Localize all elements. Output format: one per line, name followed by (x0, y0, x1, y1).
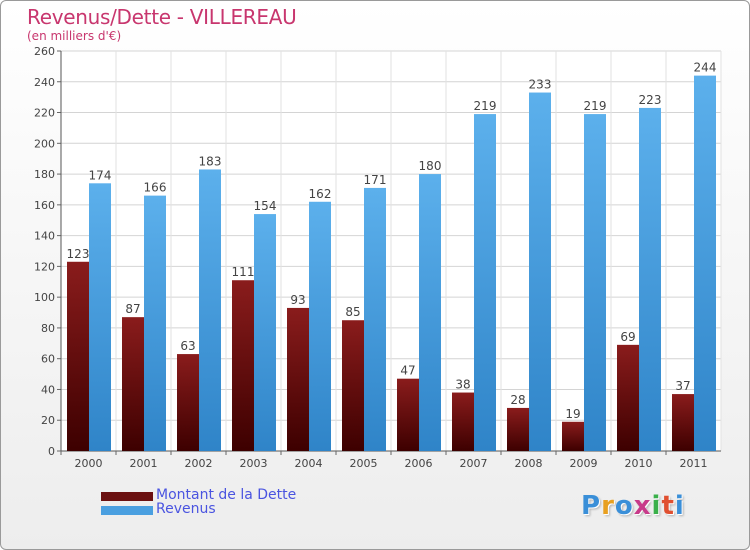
bar-revenus (199, 169, 221, 451)
bar-revenus (89, 183, 111, 452)
x-tick-label: 2003 (240, 457, 268, 470)
y-tick-label: 0 (48, 445, 55, 458)
data-label: 233 (529, 78, 552, 92)
data-label: 28 (510, 393, 525, 407)
bar-revenus (474, 114, 496, 452)
x-tick-label: 2001 (130, 457, 158, 470)
x-tick-label: 2002 (185, 457, 213, 470)
y-tick-label: 80 (41, 322, 55, 335)
x-tick-label: 2009 (570, 457, 598, 470)
bar-revenus (419, 174, 441, 452)
x-tick-label: 2004 (295, 457, 323, 470)
data-label: 223 (639, 93, 662, 107)
y-tick-label: 120 (34, 260, 55, 273)
logo-letter: i (674, 491, 685, 521)
data-label: 180 (419, 159, 442, 173)
x-tick-label: 2005 (350, 457, 378, 470)
data-label: 244 (694, 61, 717, 75)
bar-dette (177, 354, 199, 451)
bar-dette (232, 280, 254, 451)
bar-revenus (309, 201, 331, 451)
y-tick-label: 260 (34, 45, 55, 58)
bar-revenus (364, 187, 386, 451)
data-label: 19 (565, 407, 580, 421)
x-tick-label: 2000 (75, 457, 103, 470)
chart-title: Revenus/Dette - VILLEREAU (27, 5, 297, 29)
y-tick-label: 60 (41, 353, 55, 366)
bar-dette (342, 320, 364, 451)
bar-dette (67, 261, 89, 451)
legend-label-dette: Montant de la Dette (156, 487, 297, 503)
data-label: 183 (199, 154, 222, 168)
bar-dette (397, 378, 419, 451)
y-tick-label: 40 (41, 383, 55, 396)
x-tick-label: 2006 (405, 457, 433, 470)
data-label: 162 (309, 187, 332, 201)
proxiti-logo: Proxiti (581, 491, 685, 521)
data-label: 154 (254, 199, 277, 213)
bar-dette (617, 344, 639, 451)
data-label: 47 (400, 364, 415, 378)
bar-dette (507, 407, 529, 451)
legend-label-revenus: Revenus (156, 501, 216, 517)
bar-dette (672, 394, 694, 451)
bar-dette (287, 307, 309, 451)
data-label: 219 (584, 99, 607, 113)
data-label: 69 (620, 330, 635, 344)
legend-swatch-dette (101, 492, 153, 501)
logo-letter: i (651, 491, 662, 521)
x-tick-label: 2007 (460, 457, 488, 470)
bar-revenus (144, 195, 166, 451)
y-tick-label: 100 (34, 291, 55, 304)
logo-letter: P (581, 491, 602, 521)
logo-letter: x (633, 491, 652, 521)
y-tick-label: 180 (34, 168, 55, 181)
data-label: 171 (364, 173, 387, 187)
bar-dette (122, 317, 144, 451)
bar-revenus (584, 114, 606, 452)
logo-letter: t (661, 491, 675, 521)
y-tick-label: 140 (34, 230, 55, 243)
logo-letter: r (601, 491, 615, 521)
bar-revenus (254, 214, 276, 451)
data-label: 63 (180, 339, 195, 353)
data-label: 111 (232, 265, 255, 279)
legend-swatch-revenus (101, 506, 153, 515)
data-label: 85 (345, 305, 360, 319)
bar-dette (562, 421, 584, 451)
x-tick-label: 2011 (680, 457, 708, 470)
chart-subtitle: (en milliers d'€) (27, 29, 122, 43)
data-label: 93 (290, 293, 305, 307)
data-label: 123 (67, 247, 90, 261)
data-label: 37 (675, 379, 690, 393)
y-tick-label: 20 (41, 414, 55, 427)
data-label: 219 (474, 99, 497, 113)
x-tick-label: 2008 (515, 457, 543, 470)
bar-dette (452, 392, 474, 451)
logo-letter: o (614, 491, 634, 521)
bar-revenus (694, 75, 716, 451)
bar-revenus (639, 107, 661, 451)
x-tick-label: 2010 (625, 457, 653, 470)
y-tick-label: 240 (34, 76, 55, 89)
data-label: 166 (144, 181, 167, 195)
data-label: 87 (125, 302, 140, 316)
y-tick-label: 200 (34, 137, 55, 150)
data-label: 174 (89, 168, 112, 182)
data-label: 38 (455, 378, 470, 392)
y-tick-label: 220 (34, 107, 55, 120)
y-tick-label: 160 (34, 199, 55, 212)
bar-revenus (529, 92, 551, 452)
